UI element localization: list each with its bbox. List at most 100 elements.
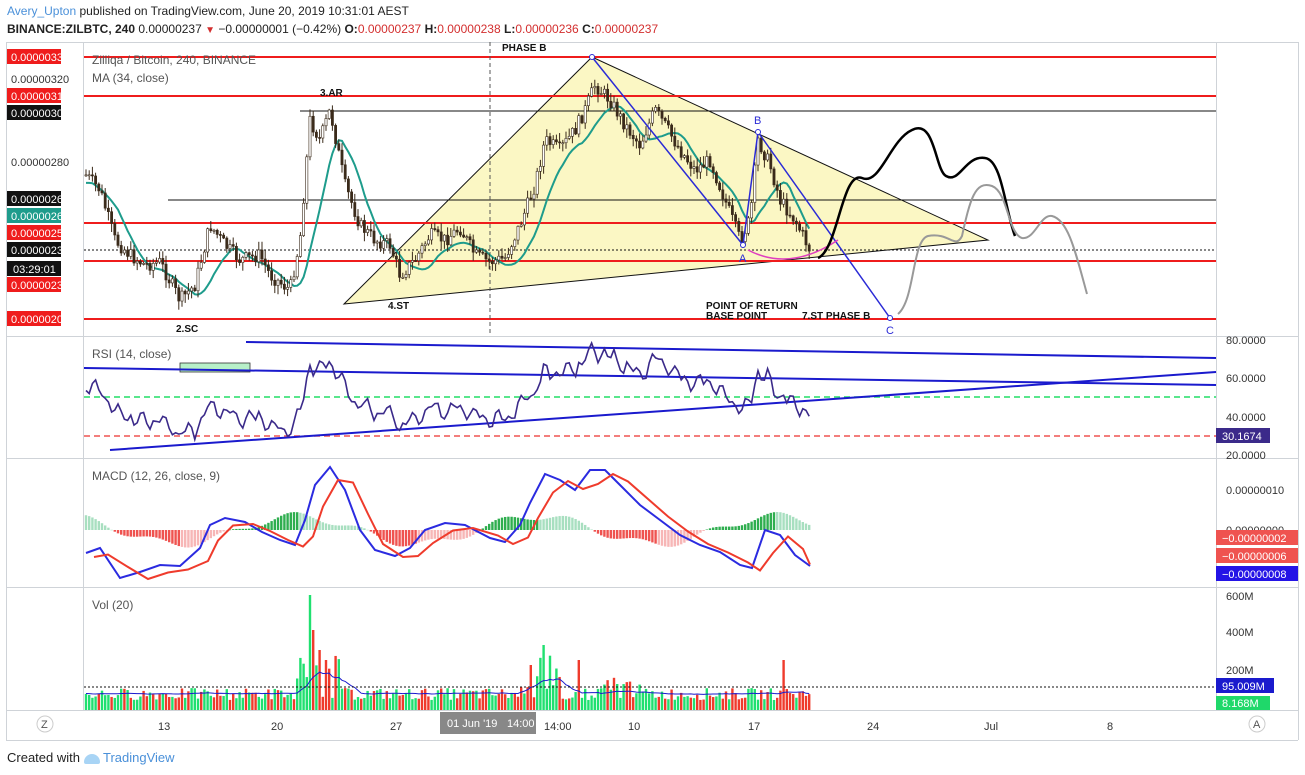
volume-bar (203, 689, 206, 710)
macd-hist-bar (638, 530, 641, 539)
macd-hist-bar (232, 529, 235, 530)
macd-hist-bar (158, 530, 161, 539)
macd-hist-bar (430, 530, 433, 540)
macd-hist-bar (491, 521, 494, 530)
candle-body (548, 136, 552, 145)
volume-bar (430, 699, 433, 710)
macd-hist-bar (632, 530, 635, 539)
volume-bar (158, 694, 161, 710)
candle-body (692, 166, 696, 169)
volume-bar (110, 696, 113, 710)
volume-bar (760, 690, 763, 710)
macd-badge-3 (1216, 566, 1298, 581)
chart-canvas[interactable]: PHASE B 3.AR 2.SC 4.ST POINT OF RETURN B… (0, 0, 1305, 745)
candle-body (292, 276, 296, 281)
macd-hist-bar (625, 530, 628, 539)
candle-body (602, 88, 606, 94)
username-link[interactable]: Avery_Upton (7, 4, 77, 18)
macd-hist-bar (347, 525, 350, 530)
price-label: 0.00000304 (11, 108, 69, 120)
macd-hist-bar (334, 525, 337, 530)
close-label: C: (582, 22, 595, 36)
z-button-label: Z (41, 719, 48, 731)
candle-body (260, 249, 264, 260)
volume-bar (571, 697, 574, 710)
vol-tick-600: 600M (1226, 591, 1254, 603)
candle-body (497, 255, 501, 261)
candle-body (449, 236, 453, 246)
volume-bar (312, 630, 315, 710)
candle-body (372, 230, 376, 244)
volume-bar (302, 663, 305, 710)
macd-hist-bar (97, 521, 100, 530)
macd-hist-bar (580, 522, 584, 530)
volume-bar (305, 677, 308, 710)
candle-body (391, 248, 395, 257)
candle-body (583, 105, 587, 124)
candle-body (564, 138, 568, 144)
volume-bar (225, 689, 228, 710)
volume-bar (782, 660, 785, 710)
macd-hist-bar (558, 516, 561, 530)
macd-hist-bar (196, 530, 200, 546)
macd-hist-bar (392, 530, 395, 545)
macd-hist-bar (526, 519, 529, 530)
volume-bar (443, 694, 446, 710)
macd-hist-bar (398, 530, 401, 547)
price-label-badge (7, 311, 61, 326)
volume-bar (616, 684, 619, 710)
candle-body (398, 258, 402, 278)
candle-body (801, 229, 805, 232)
macd-hist-bar (664, 530, 667, 547)
volume-bar (363, 697, 366, 710)
candle-body (804, 230, 808, 246)
time-tick-17: 17 (748, 721, 760, 733)
candle-body (183, 290, 187, 295)
volume-bar (462, 689, 465, 710)
candle-body (513, 239, 517, 247)
candle-body (673, 135, 677, 147)
ma-indicator-title[interactable]: MA (34, close) (92, 71, 169, 85)
volume-bar (702, 699, 705, 710)
price-scale: 0.00000331 0.00000320 0.00000312 0.00000304… (7, 49, 69, 326)
volume-bar (94, 696, 97, 710)
macd-hist-bar (408, 530, 411, 546)
volume-bar (536, 676, 539, 710)
macd-hist-bar (190, 530, 193, 548)
macd-hist-bar (264, 524, 267, 530)
candle-body (298, 235, 302, 257)
candle-body (401, 276, 405, 279)
macd-hist-bar (670, 530, 673, 547)
candle-body (279, 279, 283, 285)
abc-points (589, 54, 893, 321)
macd-hist-bar (161, 530, 164, 540)
volume-bar (180, 688, 184, 710)
candle-body (670, 124, 674, 137)
publish-info: Avery_Upton published on TradingView.com… (7, 4, 409, 18)
volume-bar (417, 698, 420, 710)
time-tick-13: 13 (158, 721, 170, 733)
volume-bar (113, 697, 116, 710)
macd-hist-bar (395, 530, 398, 546)
macd-hist-bar (747, 523, 750, 530)
candle-body (567, 135, 571, 139)
candle-body (404, 274, 408, 278)
candle-body (570, 128, 574, 137)
z-button[interactable]: Z (36, 715, 54, 733)
volume-bar (641, 692, 644, 710)
macd-hist-bar (673, 530, 676, 547)
vol-title: Vol (20) (92, 598, 133, 612)
macd-badge-2-text: −0.00000006 (1222, 551, 1287, 563)
candle-body (110, 211, 114, 224)
volume-bar (651, 691, 654, 710)
volume-bar (168, 697, 171, 710)
volume-bar (328, 668, 331, 710)
volume-bar (667, 699, 670, 710)
auto-scale-button[interactable]: A (1248, 715, 1266, 733)
volume-bar (500, 689, 504, 710)
macd-hist-bar (401, 530, 404, 547)
candle-body (308, 115, 312, 158)
candle-body (778, 190, 782, 205)
tradingview-link[interactable]: TradingView (103, 750, 175, 765)
macd-hist-bar (523, 518, 526, 530)
